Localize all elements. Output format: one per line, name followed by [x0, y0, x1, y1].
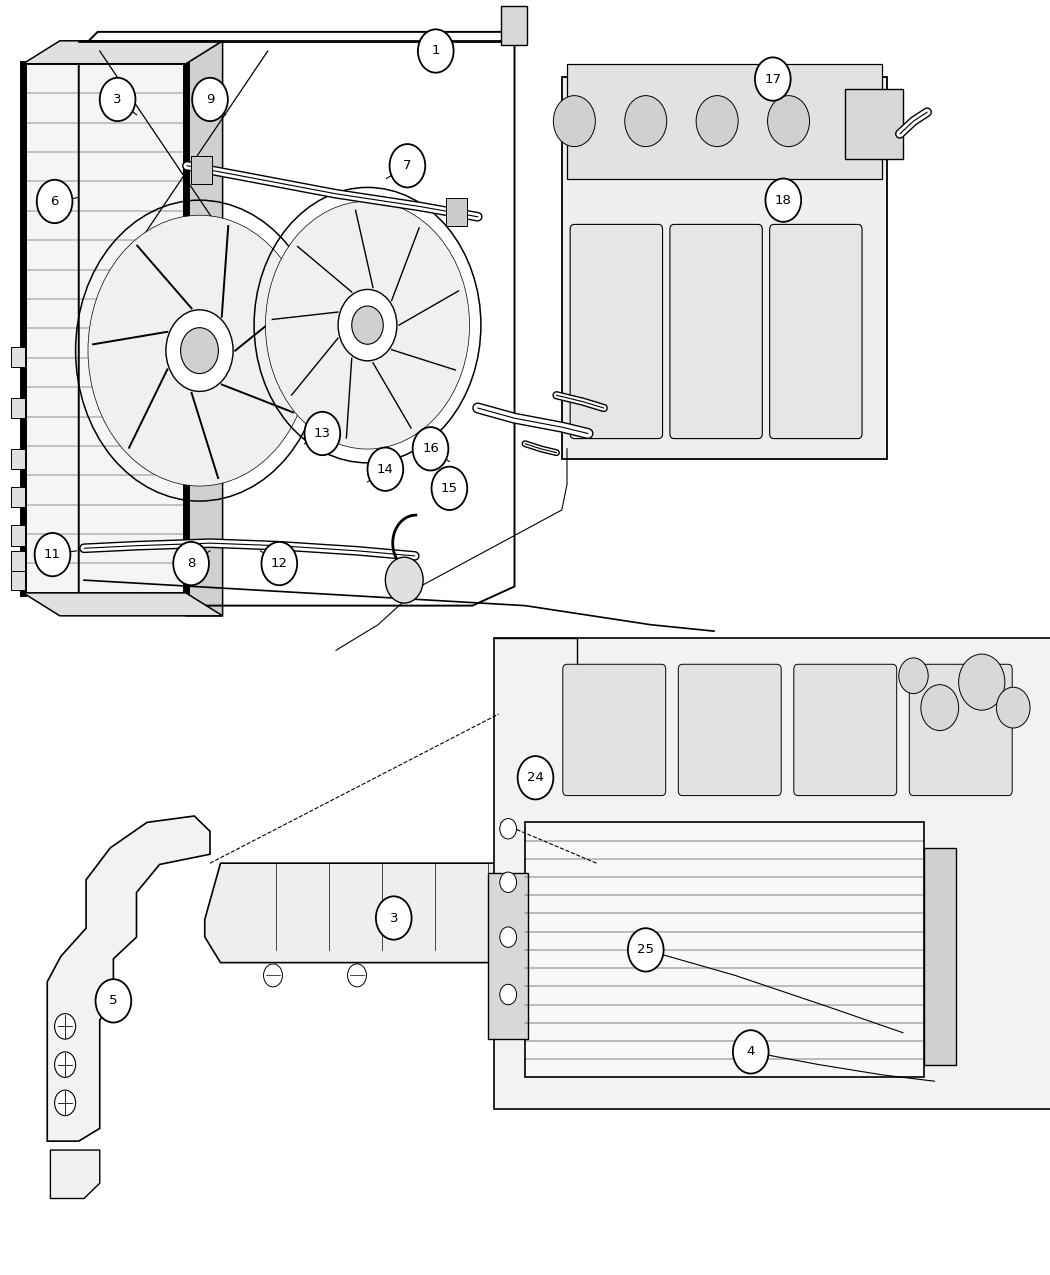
Circle shape [628, 928, 664, 972]
Circle shape [352, 306, 383, 344]
Circle shape [432, 467, 467, 510]
Text: 12: 12 [271, 557, 288, 570]
FancyBboxPatch shape [570, 224, 663, 439]
Text: 7: 7 [403, 159, 412, 172]
Circle shape [553, 96, 595, 147]
Circle shape [192, 78, 228, 121]
Circle shape [96, 979, 131, 1023]
Polygon shape [23, 41, 223, 64]
Polygon shape [47, 816, 210, 1141]
Circle shape [55, 1090, 76, 1116]
FancyBboxPatch shape [10, 449, 25, 469]
FancyBboxPatch shape [567, 64, 882, 178]
FancyBboxPatch shape [10, 487, 25, 507]
Polygon shape [186, 41, 223, 616]
FancyBboxPatch shape [191, 156, 212, 184]
Text: 4: 4 [747, 1046, 755, 1058]
FancyBboxPatch shape [10, 398, 25, 418]
Polygon shape [50, 1150, 100, 1198]
Text: 6: 6 [50, 195, 59, 208]
Circle shape [35, 533, 70, 576]
FancyBboxPatch shape [563, 664, 666, 796]
Circle shape [368, 448, 403, 491]
FancyBboxPatch shape [670, 224, 762, 439]
Circle shape [264, 964, 282, 987]
Text: 13: 13 [314, 427, 331, 440]
Circle shape [418, 29, 454, 73]
Text: 14: 14 [377, 463, 394, 476]
Circle shape [304, 412, 340, 455]
Circle shape [500, 872, 517, 892]
Polygon shape [23, 593, 223, 616]
Text: 15: 15 [441, 482, 458, 495]
Circle shape [765, 179, 801, 222]
Circle shape [166, 310, 233, 391]
Text: 9: 9 [206, 93, 214, 106]
Circle shape [625, 96, 667, 147]
FancyBboxPatch shape [525, 822, 924, 1077]
Text: 16: 16 [422, 442, 439, 455]
Circle shape [55, 1014, 76, 1039]
Circle shape [376, 896, 412, 940]
Circle shape [338, 289, 397, 361]
Circle shape [413, 427, 448, 470]
Circle shape [500, 927, 517, 947]
FancyBboxPatch shape [501, 6, 527, 45]
FancyBboxPatch shape [794, 664, 897, 796]
Text: 24: 24 [527, 771, 544, 784]
Circle shape [921, 685, 959, 731]
FancyBboxPatch shape [845, 89, 903, 159]
Circle shape [261, 542, 297, 585]
Polygon shape [23, 64, 186, 593]
Circle shape [733, 1030, 769, 1074]
Circle shape [500, 984, 517, 1005]
FancyBboxPatch shape [488, 873, 528, 1039]
Circle shape [755, 57, 791, 101]
Text: 3: 3 [390, 912, 398, 924]
Circle shape [88, 215, 311, 486]
Circle shape [173, 542, 209, 585]
FancyBboxPatch shape [10, 347, 25, 367]
Text: 25: 25 [637, 944, 654, 956]
FancyBboxPatch shape [446, 198, 467, 226]
Circle shape [768, 96, 810, 147]
Circle shape [390, 144, 425, 187]
Text: 5: 5 [109, 994, 118, 1007]
Text: 3: 3 [113, 93, 122, 106]
Circle shape [500, 819, 517, 839]
FancyBboxPatch shape [909, 664, 1012, 796]
FancyBboxPatch shape [770, 224, 862, 439]
FancyBboxPatch shape [678, 664, 781, 796]
Text: 1: 1 [432, 45, 440, 57]
Text: 17: 17 [764, 73, 781, 85]
Circle shape [696, 96, 738, 147]
Text: 8: 8 [187, 557, 195, 570]
Circle shape [899, 658, 928, 694]
Polygon shape [205, 863, 612, 963]
Text: 11: 11 [44, 548, 61, 561]
Circle shape [385, 557, 423, 603]
FancyBboxPatch shape [494, 638, 1050, 1109]
Circle shape [959, 654, 1005, 710]
FancyBboxPatch shape [10, 525, 25, 546]
FancyBboxPatch shape [10, 570, 25, 590]
FancyBboxPatch shape [562, 76, 887, 459]
Circle shape [518, 756, 553, 799]
Circle shape [266, 201, 469, 449]
Circle shape [55, 1052, 76, 1077]
Circle shape [37, 180, 72, 223]
FancyBboxPatch shape [924, 848, 956, 1065]
Text: 18: 18 [775, 194, 792, 207]
Circle shape [181, 328, 218, 374]
Circle shape [996, 687, 1030, 728]
FancyBboxPatch shape [10, 551, 25, 571]
Circle shape [100, 78, 135, 121]
Circle shape [348, 964, 366, 987]
